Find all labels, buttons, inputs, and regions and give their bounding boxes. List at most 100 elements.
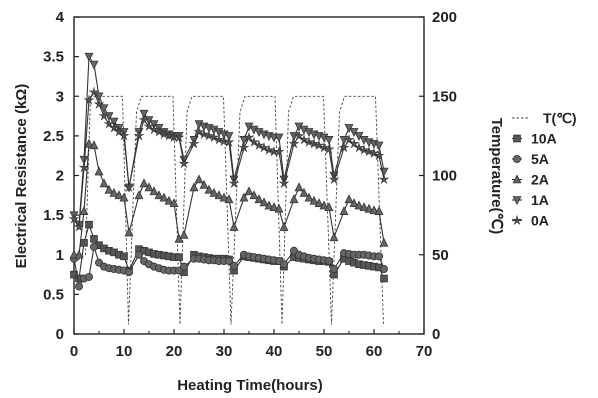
data-point-2a <box>114 190 124 200</box>
data-point-2a <box>264 200 274 210</box>
data-point-2a <box>279 221 289 231</box>
data-point-5a <box>279 260 288 269</box>
data-point-0a <box>273 145 285 157</box>
data-point-0a <box>353 142 365 153</box>
data-point-2a <box>289 194 299 204</box>
legend-label-10a: 10A <box>531 131 557 147</box>
data-point-5a <box>224 257 233 266</box>
data-point-2a <box>144 182 154 192</box>
data-point-0a <box>203 130 215 141</box>
data-point-0a <box>363 145 375 157</box>
data-point-0a <box>238 142 250 153</box>
data-point-2a <box>374 206 384 215</box>
data-point-2a <box>354 200 364 210</box>
data-point-5a <box>374 252 383 261</box>
data-point-5a <box>134 250 143 259</box>
x-tick-label: 30 <box>216 343 233 360</box>
data-point-2a <box>89 140 99 150</box>
data-point-2a <box>339 206 349 215</box>
legend-marker-5a <box>513 154 522 163</box>
data-point-10a <box>90 235 98 243</box>
data-point-0a <box>178 157 190 169</box>
data-point-0a <box>263 144 275 155</box>
data-point-2a <box>269 202 279 212</box>
data-point-2a <box>254 194 264 204</box>
data-point-1a <box>224 132 234 141</box>
data-point-1a <box>274 133 284 143</box>
data-point-2a <box>364 203 374 213</box>
data-point-5a <box>125 268 134 277</box>
x-tick-label: 0 <box>70 343 78 360</box>
data-point-2a <box>134 190 144 200</box>
data-point-2a <box>249 190 259 200</box>
y2-tick-label: 150 <box>432 88 457 105</box>
data-point-2a <box>99 178 109 188</box>
data-point-2a <box>259 197 269 207</box>
data-point-0a <box>258 142 270 153</box>
data-point-2a <box>149 186 159 196</box>
data-point-0a <box>153 126 165 137</box>
data-point-2a <box>369 205 379 215</box>
data-point-2a <box>84 138 94 148</box>
data-point-0a <box>338 142 350 153</box>
plot-frame <box>73 16 425 335</box>
data-point-5a <box>324 257 333 266</box>
x-tick-label: 70 <box>416 343 433 360</box>
x-tick-label: 60 <box>366 343 383 360</box>
data-point-10a <box>120 252 128 261</box>
y-tick-label: 0.5 <box>43 286 64 303</box>
data-point-2a <box>199 179 209 189</box>
data-point-0a <box>138 114 150 125</box>
data-point-0a <box>108 122 120 133</box>
data-point-0a <box>278 177 290 189</box>
data-point-1a <box>89 60 99 70</box>
data-point-2a <box>139 178 149 188</box>
data-point-1a <box>79 155 89 165</box>
data-point-0a <box>373 149 385 161</box>
data-point-0a <box>223 136 235 147</box>
data-point-0a <box>228 177 240 189</box>
y-tick-label: 2 <box>56 168 64 185</box>
x-tick-label: 50 <box>316 343 333 360</box>
data-point-0a <box>93 98 105 109</box>
data-point-2a <box>344 194 354 204</box>
data-point-0a <box>243 131 255 143</box>
data-point-5a <box>90 242 99 251</box>
data-point-0a <box>328 173 340 185</box>
data-point-2a <box>309 195 319 205</box>
data-point-2a <box>124 227 134 237</box>
data-point-2a <box>194 174 204 184</box>
data-point-2a <box>209 187 219 197</box>
data-point-2a <box>359 202 369 212</box>
data-point-0a <box>163 130 175 141</box>
data-point-5a <box>85 272 94 281</box>
data-point-0a <box>298 134 310 145</box>
data-point-0a <box>158 128 170 139</box>
data-point-0a <box>293 130 305 141</box>
data-point-0a <box>288 138 300 149</box>
data-point-0a <box>193 126 205 137</box>
series-line-0a <box>73 91 385 229</box>
data-point-5a <box>75 282 84 291</box>
data-point-2a <box>164 195 174 205</box>
data-point-2a <box>109 187 119 197</box>
y2-tick-label: 0 <box>432 326 440 343</box>
data-point-2a <box>94 166 104 176</box>
data-point-0a <box>208 131 220 143</box>
data-point-2a <box>179 229 189 239</box>
data-point-1a <box>139 109 149 119</box>
legend-marker-2a <box>512 174 522 184</box>
data-point-0a <box>173 131 185 143</box>
data-point-0a <box>118 130 130 141</box>
data-point-10a <box>175 253 183 261</box>
x-tick-label: 10 <box>116 343 133 360</box>
data-point-0a <box>68 213 80 224</box>
data-point-5a <box>329 265 338 274</box>
data-point-0a <box>188 138 200 149</box>
data-point-0a <box>318 142 330 153</box>
y-tick-label: 2.5 <box>43 128 64 145</box>
data-point-2a <box>104 184 114 194</box>
legend-marker-0a <box>511 214 523 226</box>
y-axis-title: Electrical Resistance (kΩ) <box>13 84 30 269</box>
